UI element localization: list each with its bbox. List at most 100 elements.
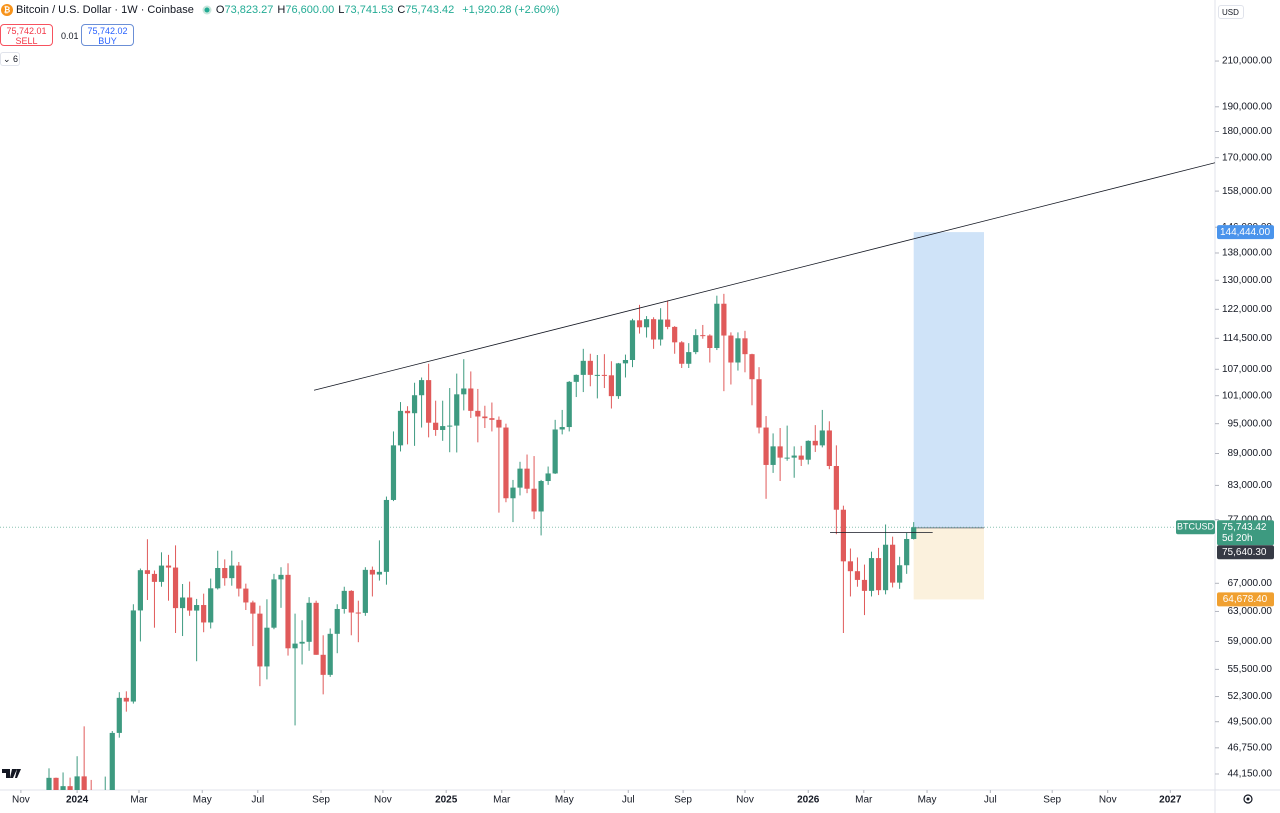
indicator-count: 6 bbox=[13, 54, 19, 64]
candle-body bbox=[271, 579, 277, 628]
candle-body bbox=[447, 425, 453, 427]
ohlc-key: O bbox=[215, 4, 225, 16]
candle-body bbox=[531, 488, 537, 512]
candle-body bbox=[426, 380, 432, 423]
x-tick-label: May bbox=[918, 795, 937, 806]
candle-body bbox=[222, 568, 228, 579]
x-tick-label: 2027 bbox=[1159, 795, 1182, 806]
candle-body bbox=[109, 732, 115, 790]
candle-body bbox=[503, 427, 509, 499]
plot-area bbox=[0, 162, 1215, 801]
candle-body bbox=[580, 360, 586, 375]
axes: 210,000.00 190,000.00 180,000.00 170,000.00… bbox=[12, 56, 1274, 806]
x-tick-label: 2024 bbox=[66, 795, 89, 806]
candle-body bbox=[158, 565, 165, 582]
header: ₿ Bitcoin / U.S. Dollar · 1W · Coinbase … bbox=[0, 4, 559, 16]
candle-body bbox=[875, 558, 882, 591]
y-tick-label: 67,000.00 bbox=[1228, 578, 1273, 589]
candle-body bbox=[904, 538, 910, 566]
y-tick-label: 180,000.00 bbox=[1222, 126, 1272, 137]
candle-body bbox=[524, 468, 530, 489]
candle-body bbox=[665, 319, 671, 327]
candle-body bbox=[714, 303, 720, 349]
candle-body bbox=[236, 565, 242, 589]
y-tick-label: 44,150.00 bbox=[1228, 769, 1273, 780]
candle-body bbox=[390, 445, 397, 500]
x-tick-label: Nov bbox=[12, 795, 30, 806]
candle-body bbox=[496, 419, 502, 428]
y-tick-label: 107,000.00 bbox=[1222, 364, 1272, 375]
last-price-label: 75,743.42 bbox=[1222, 522, 1267, 533]
candle-body bbox=[552, 429, 558, 474]
target-label-bg bbox=[1217, 225, 1274, 240]
candle-body bbox=[103, 791, 108, 797]
symbol-title[interactable]: Bitcoin / U.S. Dollar · 1W · Coinbase bbox=[16, 4, 194, 16]
candle-body bbox=[566, 381, 572, 428]
ohlc-key: H bbox=[277, 4, 286, 16]
last-price-bg bbox=[1217, 520, 1274, 546]
x-tick-label: Sep bbox=[1043, 795, 1061, 806]
settings-icon[interactable] bbox=[1243, 794, 1253, 804]
candle-body bbox=[475, 410, 481, 417]
y-tick-label: 46,750.00 bbox=[1228, 742, 1273, 753]
btc-icon: ₿ bbox=[1, 4, 13, 16]
candle-body bbox=[348, 590, 354, 613]
candle-body bbox=[812, 440, 818, 446]
tv-logo bbox=[2, 769, 21, 778]
x-tick-label: 2026 bbox=[797, 795, 820, 806]
candle-body bbox=[151, 573, 158, 582]
candle-body bbox=[693, 335, 699, 353]
stop-zone bbox=[913, 527, 984, 600]
candle-body bbox=[418, 380, 425, 396]
candle-body bbox=[847, 561, 854, 572]
candle-body bbox=[250, 602, 256, 614]
buy-button[interactable]: 75,742.02 BUY bbox=[81, 24, 134, 46]
candle-body bbox=[433, 422, 439, 430]
target-label: 144,444.00 bbox=[1220, 227, 1270, 238]
candle-body bbox=[643, 319, 650, 328]
candle-body bbox=[826, 430, 832, 466]
candle-body bbox=[264, 627, 270, 667]
candle-body bbox=[292, 643, 298, 649]
candle-body bbox=[116, 697, 122, 733]
x-tick-label: Sep bbox=[312, 795, 330, 806]
candle-body bbox=[517, 468, 523, 488]
x-tick-label: Sep bbox=[674, 795, 692, 806]
order-size[interactable]: 0.01 bbox=[61, 31, 79, 41]
candle-body bbox=[756, 379, 762, 428]
ohlc-value: 73,741.53 bbox=[344, 4, 394, 16]
candle-body bbox=[840, 509, 846, 562]
candle-body bbox=[728, 335, 734, 363]
ohlc-key: C bbox=[397, 4, 406, 16]
candle-body bbox=[130, 610, 136, 702]
y-tick-label: 158,000.00 bbox=[1222, 186, 1272, 197]
candle-body bbox=[278, 574, 284, 580]
candle-body bbox=[749, 354, 755, 380]
sell-button[interactable]: 75,742.01 SELL bbox=[0, 24, 53, 46]
candle-body bbox=[397, 410, 404, 446]
candle-body bbox=[594, 374, 600, 376]
indicators-toggle[interactable]: ⌄ 6 bbox=[0, 52, 20, 66]
ohlc-value: 76,600.00 bbox=[285, 4, 335, 16]
candle-body bbox=[165, 565, 172, 568]
x-tick-label: Jul bbox=[984, 795, 997, 806]
ohlc-key: L bbox=[338, 4, 345, 16]
y-tick-label: 49,500.00 bbox=[1228, 716, 1273, 727]
candle-body bbox=[89, 800, 94, 801]
candle-body bbox=[46, 777, 52, 790]
candle-body bbox=[658, 319, 664, 340]
x-tick-label: Mar bbox=[493, 795, 511, 806]
candle-body bbox=[96, 796, 101, 801]
candle-body bbox=[376, 571, 383, 575]
y-tick-label: 52,300.00 bbox=[1228, 691, 1273, 702]
buy-label: BUY bbox=[98, 36, 117, 46]
candle-body bbox=[334, 608, 340, 634]
candle-body bbox=[383, 499, 390, 572]
x-tick-label: Jul bbox=[622, 795, 635, 806]
y-tick-label: 114,500.00 bbox=[1223, 333, 1273, 344]
candle-body bbox=[355, 612, 361, 614]
stop-label: 64,678.40 bbox=[1223, 594, 1268, 605]
currency[interactable]: USD bbox=[1218, 5, 1244, 19]
candle-body bbox=[897, 565, 903, 583]
